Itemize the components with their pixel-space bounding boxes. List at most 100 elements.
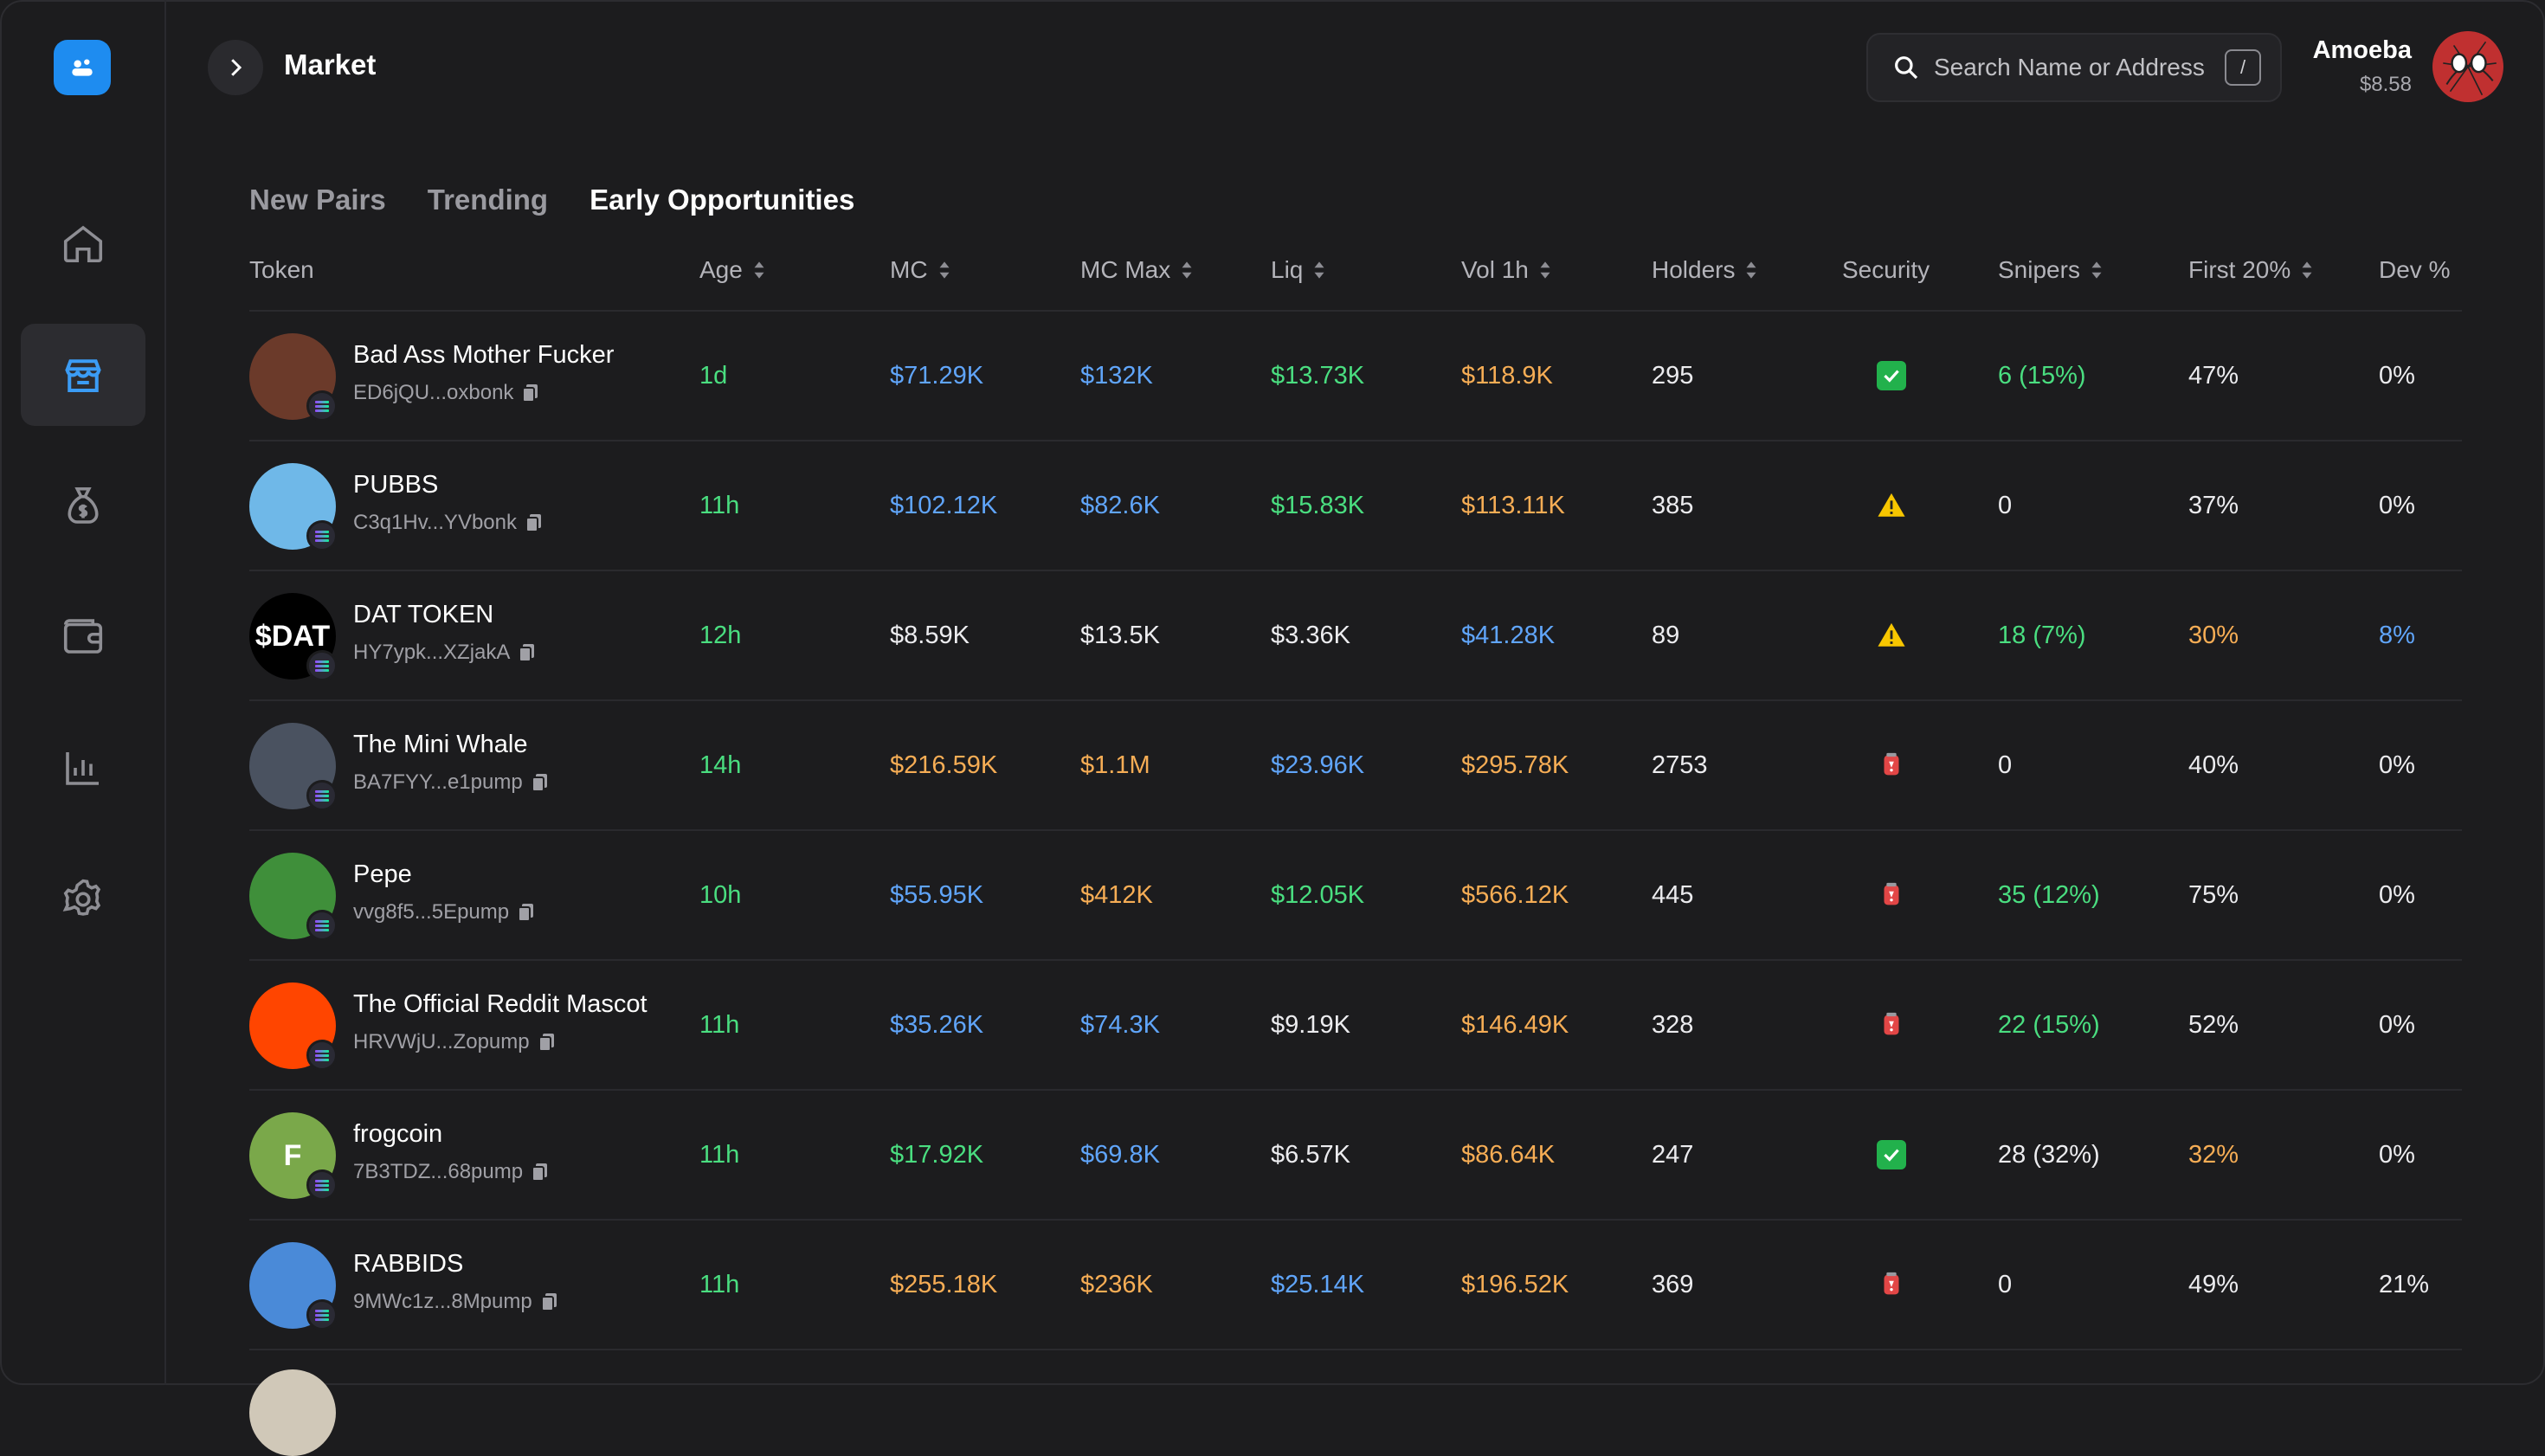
security-warning-icon (1877, 621, 1906, 650)
sidebar-item-market[interactable] (21, 324, 145, 426)
app-logo[interactable] (54, 40, 111, 95)
snipers-value: 28 (32%) (1998, 1140, 2100, 1169)
token-cell[interactable]: The Official Reddit Mascot HRVWjU...Zopu… (249, 961, 682, 1089)
copy-icon[interactable] (540, 1292, 558, 1311)
money-bag-icon (68, 486, 99, 524)
token-image-text: F (283, 1138, 302, 1172)
search-box[interactable]: / (1866, 33, 2282, 102)
token-cell[interactable]: RABBIDS 9MWc1z...8Mpump (249, 1221, 682, 1349)
dev-value: 0% (2379, 880, 2415, 909)
sidebar-item-wallet[interactable] (21, 585, 145, 687)
copy-icon[interactable] (519, 643, 536, 662)
token-cell[interactable]: PUBBS C3q1Hv...YVbonk (249, 441, 682, 570)
token-cell[interactable]: The Mini Whale BA7FYY...e1pump (249, 701, 682, 829)
table-row[interactable]: Bad Ass Mother Fucker ED6jQU...oxbonk 1d… (249, 312, 2462, 441)
tab-early-opportunities[interactable]: Early Opportunities (590, 184, 855, 216)
copy-icon[interactable] (518, 903, 535, 922)
col-mc-label: MC (890, 256, 928, 283)
copy-icon[interactable] (532, 1163, 549, 1182)
token-address: 7B3TDZ...68pump (353, 1160, 549, 1184)
mc-max-value: $132K (1080, 361, 1153, 390)
token-image (249, 723, 338, 811)
col-mc-max[interactable]: MC Max (1080, 256, 1193, 284)
tab-new-pairs[interactable]: New Pairs (249, 184, 386, 216)
table-row[interactable]: F frogcoin 7B3TDZ...68pump 11h $17.92K $… (249, 1091, 2462, 1221)
sidebar-item-rewards[interactable] (21, 455, 145, 557)
table-row[interactable]: $DAT DAT TOKEN HY7ypk...XZjakA 12h $8.59… (249, 571, 2462, 701)
token-cell[interactable]: Bad Ass Mother Fucker ED6jQU...oxbonk (249, 312, 682, 440)
sidebar-item-home[interactable] (21, 192, 145, 294)
market-icon (65, 359, 101, 393)
token-image-partial (249, 1369, 336, 1456)
liq-value: $23.96K (1271, 751, 1365, 779)
chart-icon (66, 752, 99, 785)
mc-value: $216.59K (890, 751, 998, 779)
col-security-label: Security (1842, 256, 1930, 283)
token-address: HRVWjU...Zopump (353, 1030, 556, 1054)
copy-icon[interactable] (538, 1033, 556, 1052)
table-row[interactable]: The Official Reddit Mascot HRVWjU...Zopu… (249, 961, 2462, 1091)
copy-icon[interactable] (531, 773, 549, 792)
search-input[interactable] (1932, 53, 2221, 82)
token-cell[interactable]: F frogcoin 7B3TDZ...68pump (249, 1091, 682, 1219)
first-20-value: 47% (2188, 361, 2239, 390)
token-name: Bad Ass Mother Fucker (353, 341, 615, 369)
snipers-value: 6 (15%) (1998, 361, 2086, 390)
liq-value: $9.19K (1271, 1010, 1350, 1039)
col-vol-1h[interactable]: Vol 1h (1461, 256, 1551, 284)
token-cell[interactable]: Pepe vvg8f5...5Epump (249, 831, 682, 959)
search-icon (1895, 56, 1918, 80)
copy-icon[interactable] (522, 383, 539, 403)
col-holders[interactable]: Holders (1652, 256, 1757, 284)
token-address-text: C3q1Hv...YVbonk (353, 511, 517, 534)
first-20-value: 75% (2188, 880, 2239, 909)
vol-value: $41.28K (1461, 621, 1556, 649)
col-snipers-label: Snipers (1998, 256, 2080, 283)
table-row[interactable]: The Mini Whale BA7FYY...e1pump 14h $216.… (249, 701, 2462, 831)
avatar[interactable] (2432, 31, 2503, 102)
token-image: $DAT (249, 593, 338, 681)
sort-icon (1540, 261, 1550, 279)
token-cell[interactable]: $DAT DAT TOKEN HY7ypk...XZjakA (249, 571, 682, 699)
expand-sidebar-button[interactable] (208, 40, 263, 95)
token-address: ED6jQU...oxbonk (353, 381, 539, 405)
sort-icon (1182, 261, 1192, 279)
security-cell (1877, 961, 1906, 1089)
security-alert-icon (1877, 880, 1906, 910)
sidebar-item-settings[interactable] (21, 848, 145, 950)
security-alert-icon (1877, 1010, 1906, 1040)
col-first-20[interactable]: First 20% (2188, 256, 2313, 284)
age-value: 11h (699, 1270, 740, 1298)
sort-icon (2302, 261, 2312, 279)
search-shortcut-badge: / (2225, 49, 2261, 86)
col-mc-max-label: MC Max (1080, 256, 1171, 283)
token-name: frogcoin (353, 1120, 443, 1148)
col-age[interactable]: Age (699, 256, 765, 284)
holders-value: 247 (1652, 1140, 1694, 1169)
tab-trending[interactable]: Trending (427, 184, 549, 216)
dev-value: 0% (2379, 751, 2415, 779)
liq-value: $3.36K (1271, 621, 1350, 649)
col-first-label: First 20% (2188, 256, 2291, 283)
user-balance: $8.58 (2359, 73, 2412, 96)
table-row[interactable]: PUBBS C3q1Hv...YVbonk 11h $102.12K $82.6… (249, 441, 2462, 571)
token-address: HY7ypk...XZjakA (353, 641, 536, 665)
copy-icon[interactable] (525, 513, 543, 532)
holders-value: 295 (1652, 361, 1694, 390)
col-liq[interactable]: Liq (1271, 256, 1325, 284)
vol-value: $196.52K (1461, 1270, 1569, 1298)
vol-value: $146.49K (1461, 1010, 1569, 1039)
table-row[interactable]: Pepe vvg8f5...5Epump 10h $55.95K $412K $… (249, 831, 2462, 961)
security-cell (1877, 1221, 1906, 1349)
sidebar-item-analytics[interactable] (21, 717, 145, 819)
table-row[interactable]: RABBIDS 9MWc1z...8Mpump 11h $255.18K $23… (249, 1221, 2462, 1350)
token-address-text: HRVWjU...Zopump (353, 1030, 530, 1053)
market-tabs: New Pairs Trending Early Opportunities (249, 184, 854, 216)
first-20-value: 49% (2188, 1270, 2239, 1298)
col-snipers[interactable]: Snipers (1998, 256, 2103, 284)
solana-chain-icon (306, 780, 338, 811)
solana-chain-icon (306, 390, 338, 422)
col-mc[interactable]: MC (890, 256, 950, 284)
token-image (249, 853, 338, 941)
token-name: Pepe (353, 860, 412, 888)
